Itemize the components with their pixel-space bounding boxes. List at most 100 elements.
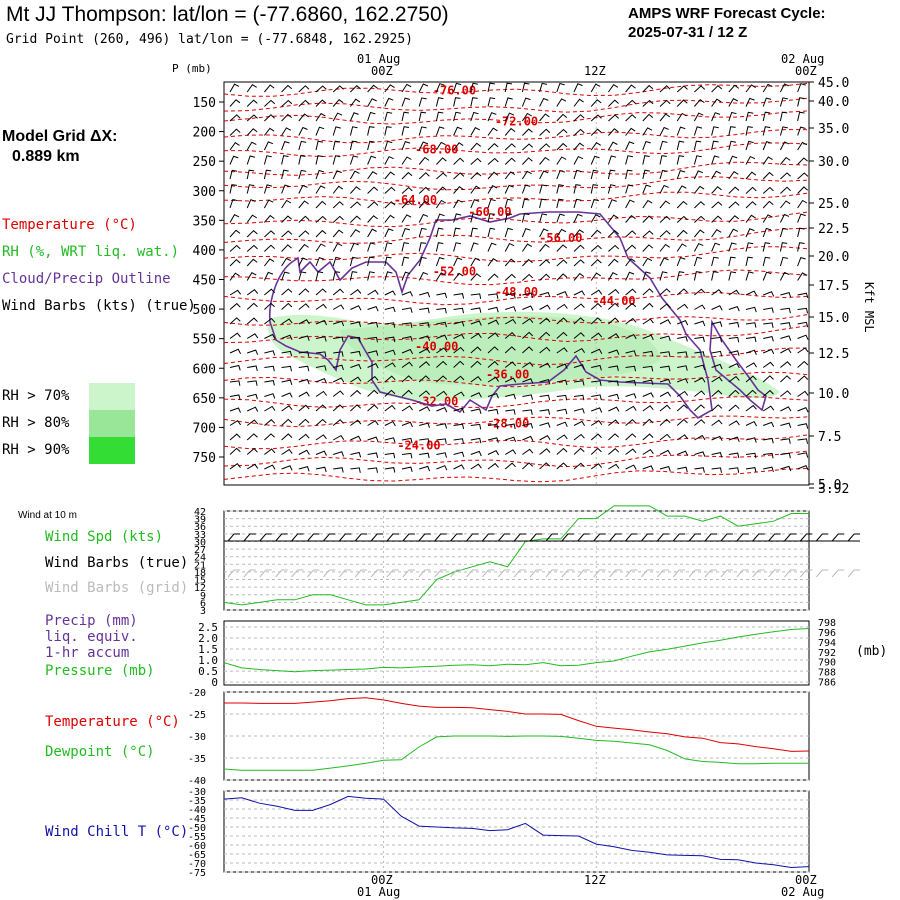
wind-barb [728, 321, 740, 328]
wind-barb [797, 272, 808, 281]
grid-point-subtitle: Grid Point (260, 496) lat/lon = (-77.684… [6, 32, 413, 47]
wind-barb [281, 288, 293, 296]
wind-barb [246, 155, 256, 165]
wind-barb [659, 257, 669, 267]
wind-barb [797, 406, 809, 413]
wind-barb [401, 291, 413, 297]
wind-barb [539, 291, 551, 298]
wind-barb [676, 418, 688, 426]
temperature-contour-label: -72.00 [495, 115, 538, 129]
wind-barb [367, 321, 379, 328]
wind-barb [522, 318, 534, 325]
wind-barb [728, 186, 740, 194]
wind-barb [780, 322, 791, 328]
wind-barb [762, 375, 774, 383]
wind-barb [504, 198, 513, 209]
wind-barb [401, 156, 412, 165]
wind-barb [556, 128, 568, 136]
wind-barb [607, 199, 617, 209]
wind-barb [642, 271, 651, 281]
wind-barb [470, 111, 479, 122]
wind-barb [349, 256, 358, 267]
wind-barb [659, 113, 671, 122]
wind-barb [298, 184, 308, 194]
wind-barb [779, 213, 790, 223]
wind-barb [728, 452, 740, 459]
windchill-panel-tick-label: -70 [188, 859, 206, 870]
wind-barb [608, 406, 620, 412]
wind-barb [745, 375, 757, 383]
wind-barb [556, 394, 568, 401]
wind-barb [797, 213, 806, 223]
wind-barb [573, 394, 585, 401]
wind-barb-true [466, 533, 479, 542]
precip-tick-label: 1.5 [198, 643, 218, 656]
wind-barb-grid [418, 569, 431, 578]
windchill-panel-tick-label: -55 [188, 832, 206, 843]
wind-barb-true [704, 533, 717, 542]
wind-barb [762, 389, 774, 397]
wind-barb [487, 346, 499, 354]
wind-barb-grid [338, 569, 352, 578]
wind-barb [264, 433, 275, 441]
wind-barb-true [800, 533, 813, 542]
wind-barb [384, 242, 393, 252]
wind-barb [608, 317, 620, 325]
wind-barb [762, 227, 772, 238]
wind-barb [229, 463, 241, 470]
wind-barb [780, 200, 791, 209]
wind-barb [401, 437, 413, 444]
wind-barb [453, 438, 464, 444]
wind-barb [625, 393, 637, 399]
wind-barb [418, 172, 430, 180]
wind-barb [401, 242, 409, 252]
height-tick-label: 15.0 [818, 311, 849, 326]
wind-barb [367, 271, 375, 281]
wind-barb [436, 347, 448, 354]
wind-barb [711, 350, 723, 357]
wind-barb [350, 305, 362, 311]
pressure-tick-label: 794 [818, 638, 836, 649]
wind-barb [263, 199, 274, 209]
wind-barb [797, 423, 809, 429]
wind-barb [246, 184, 255, 194]
wind-barb [246, 99, 258, 107]
wind-barb [504, 171, 516, 180]
wind-barb [470, 293, 482, 299]
wind-barb [418, 213, 429, 223]
wind-barb [453, 307, 464, 314]
wind-barb-true [720, 533, 733, 542]
wind-barb [298, 303, 310, 310]
wind-barb [487, 242, 497, 252]
wind-barb [711, 242, 721, 252]
wind-barb [711, 271, 719, 281]
wind-barb [401, 348, 414, 355]
wind-barb [281, 244, 292, 252]
wind-barb [779, 141, 790, 151]
wind-barb [556, 317, 568, 325]
precip-liq-label: liq. equiv. [45, 629, 138, 645]
wind-barb-grid [577, 569, 590, 578]
wind-barb [281, 465, 293, 471]
pressure-tick-label: 500 [193, 303, 216, 318]
wind-barb [487, 185, 498, 194]
wind-barb [556, 291, 568, 297]
wind-barb [590, 433, 602, 441]
wind-barb [522, 258, 533, 267]
wind-barb-true [545, 533, 558, 542]
wind-barb [677, 466, 688, 473]
wind-barb [608, 99, 619, 107]
wind-barb [350, 419, 362, 426]
wind-barb [487, 227, 496, 238]
wind-barb [676, 169, 686, 180]
wind-barb [453, 293, 465, 299]
wind-barb [505, 393, 516, 400]
wind-barb [384, 306, 396, 313]
wind-barb [419, 335, 431, 341]
wind-barb [315, 155, 323, 165]
wind-barb [676, 155, 685, 165]
wind-barb [246, 128, 258, 136]
wind-barb [590, 463, 603, 470]
wind-barb [487, 462, 499, 470]
wind-barb [470, 142, 482, 151]
